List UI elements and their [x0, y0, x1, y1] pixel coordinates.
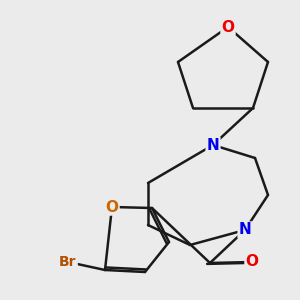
- Text: N: N: [207, 137, 219, 152]
- Text: O: O: [245, 254, 259, 269]
- Text: N: N: [238, 223, 251, 238]
- Text: Br: Br: [59, 255, 77, 269]
- Text: O: O: [221, 20, 235, 34]
- Text: O: O: [106, 200, 118, 214]
